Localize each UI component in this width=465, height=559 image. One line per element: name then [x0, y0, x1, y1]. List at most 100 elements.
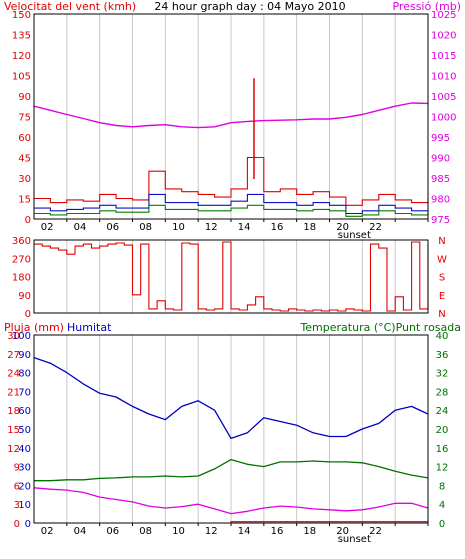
pressure-y-tick: 1010 — [431, 72, 456, 83]
humidity-y-tick: 90 — [18, 350, 31, 361]
pressure-y-tick: 1000 — [431, 113, 456, 124]
pressure-y-tick: 990 — [431, 154, 450, 165]
rain-y-tick: 18 — [7, 406, 20, 417]
wind-panel-x-tick: 12 — [205, 222, 218, 233]
temperature-y-tick: 32 — [436, 369, 449, 380]
rain-y-tick: 9 — [14, 463, 20, 474]
humidity-panel-x-tick: 14 — [238, 526, 251, 537]
compass-tick: E — [439, 291, 445, 302]
wind-y-tick: 0 — [25, 215, 31, 226]
direction-y-tick: 360 — [12, 236, 31, 247]
direction-y-tick: 270 — [12, 254, 31, 265]
direction-y-tick: 180 — [12, 273, 31, 284]
wind-y-tick: 105 — [12, 72, 31, 83]
wind-panel-x-tick: 06 — [106, 222, 119, 233]
rain-axis-label: Pluja (mm) — [4, 321, 64, 334]
humidity-series-line — [33, 356, 429, 440]
wind-panel-sunset-label: sunset — [338, 230, 371, 241]
wind-panel-x-tick: 02 — [41, 222, 54, 233]
humidity-y-tick: 70 — [18, 387, 31, 398]
humidity-y-tick: 20 — [18, 481, 31, 492]
wind-axis-label: Velocitat del vent (kmh) — [4, 0, 136, 13]
wind-y-tick: 150 — [12, 10, 31, 21]
rain-y-tick: 30 — [7, 331, 20, 342]
temperature-y-tick: 4 — [439, 500, 445, 511]
temperature-y-tick: 8 — [439, 481, 445, 492]
rain-y-tick: 3 — [14, 500, 20, 511]
humidity-panel-x-tick: 18 — [303, 526, 316, 537]
humidity-panel-x-tick: 20 — [336, 526, 349, 537]
pressure-y-tick: 1005 — [431, 92, 456, 103]
humidity-panel-x-tick: 12 — [205, 526, 218, 537]
humidity-panel-sunset-label: sunset — [338, 534, 371, 545]
wind-panel-x-tick: 18 — [303, 222, 316, 233]
humidity-axis-label: Humitat — [67, 321, 112, 334]
humidity-panel-x-tick: 10 — [172, 526, 185, 537]
direction-y-tick: 90 — [18, 291, 31, 302]
wind_avg-series-line — [34, 204, 429, 217]
humidity-y-tick: 30 — [18, 463, 31, 474]
dewpoint-series-line — [33, 487, 429, 515]
humidity-panel-x-tick: 08 — [139, 526, 152, 537]
pressure-series-line — [33, 102, 429, 129]
pressure-axis-label: Pressió (mb) — [392, 0, 461, 13]
wind-panel-x-tick: 22 — [369, 222, 382, 233]
compass-tick: N — [438, 309, 445, 320]
wind-panel-x-tick: 04 — [74, 222, 87, 233]
pressure-y-tick: 1025 — [431, 10, 456, 21]
compass-tick: N — [438, 236, 445, 247]
humidity-y-tick: 50 — [18, 425, 31, 436]
wind-panel-x-tick: 16 — [271, 222, 284, 233]
wind-panel-x-tick: 10 — [172, 222, 185, 233]
temperature-y-tick: 24 — [436, 406, 449, 417]
temperature-y-tick: 16 — [436, 444, 449, 455]
wind-y-tick: 90 — [18, 92, 31, 103]
pressure-y-tick: 995 — [431, 133, 450, 144]
rain-y-tick: 6 — [14, 481, 20, 492]
humidity-panel-x-tick: 16 — [271, 526, 284, 537]
direction-panel-frame — [33, 239, 429, 314]
wind-panel-x-tick: 14 — [238, 222, 251, 233]
humidity-y-tick: 40 — [18, 444, 31, 455]
humidity-y-tick: 0 — [25, 519, 31, 530]
rain-y-tick: 15 — [7, 425, 20, 436]
wind-panel-x-tick: 08 — [139, 222, 152, 233]
compass-tick: W — [437, 254, 447, 265]
chart-title: 24 hour graph day : 04 Mayo 2010 — [154, 0, 345, 13]
direction-y-tick: 0 — [25, 309, 31, 320]
wind-y-tick: 45 — [18, 154, 31, 165]
pressure-y-tick: 1015 — [431, 51, 456, 62]
temperature-y-tick: 40 — [436, 331, 449, 342]
humidity-panel-x-tick: 04 — [74, 526, 87, 537]
pressure-y-tick: 980 — [431, 195, 450, 206]
gust_avg-series-line — [34, 193, 429, 215]
humidity-panel-x-tick: 02 — [41, 526, 54, 537]
rain-y-tick: 24 — [7, 369, 20, 380]
wind-y-tick: 60 — [18, 133, 31, 144]
rain-y-tick: 27 — [7, 350, 20, 361]
wind-y-tick: 30 — [18, 174, 31, 185]
wind-y-tick: 15 — [18, 195, 31, 206]
wind-series-line — [34, 156, 429, 206]
wind-pressure-panel: 0 15 30 45 60 75 90 105 120 135 150 975 980 985 990 995… — [12, 10, 457, 241]
temperature-y-tick: 12 — [436, 463, 449, 474]
humidity-y-tick: 80 — [18, 369, 31, 380]
temperature-y-tick: 28 — [436, 387, 449, 398]
temperature-y-tick: 36 — [436, 350, 449, 361]
rain-y-tick: 12 — [7, 444, 20, 455]
temperature-series-line — [34, 458, 429, 482]
compass-tick: S — [439, 273, 445, 284]
temperature-y-tick: 0 — [439, 519, 445, 530]
temperature-y-tick: 20 — [436, 425, 449, 436]
humidity-panel-x-tick: 06 — [106, 526, 119, 537]
pressure-y-tick: 1020 — [431, 31, 456, 42]
wind-y-tick: 135 — [12, 31, 31, 42]
wind-y-tick: 75 — [18, 113, 31, 124]
wind-panel-x-tick: 20 — [336, 222, 349, 233]
pressure-y-tick: 985 — [431, 174, 450, 185]
humidity-panel-x-tick: 22 — [369, 526, 382, 537]
temperature-axis-label: Temperatura (°C)Punt rosada — [299, 321, 461, 334]
